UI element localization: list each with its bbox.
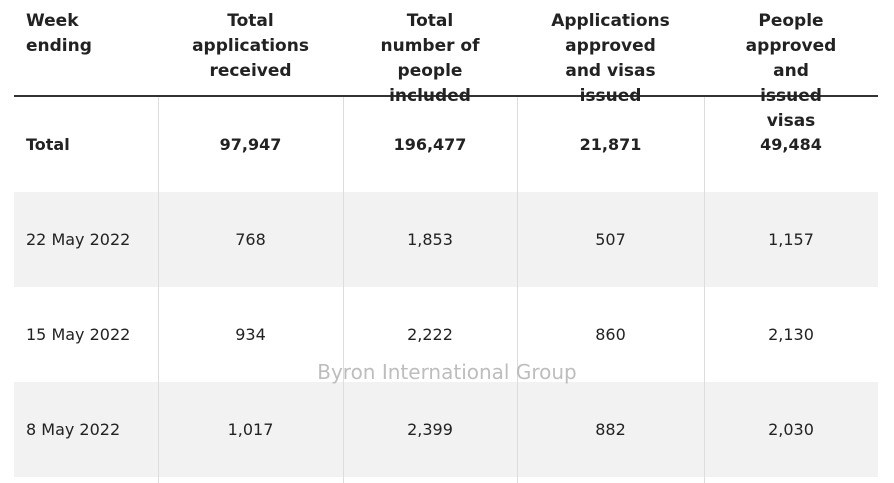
table-cell: 97,947 [219,135,282,154]
watermark: Byron International Group [317,360,577,384]
table-cell: 8 May 2022 [26,420,121,439]
column-divider [158,97,159,483]
table-cell: 2,030 [768,420,814,439]
column-divider [704,97,705,483]
column-divider [517,97,518,483]
table-cell: 49,484 [760,135,822,154]
column-divider [343,97,344,483]
table-cell: Total [26,135,70,154]
table-cell: 15 May 2022 [26,325,131,344]
table-cell: 196,477 [393,135,467,154]
table-cell: 2,222 [407,325,453,344]
table-cell: 2,399 [407,420,453,439]
table-cell: 1,157 [768,230,814,249]
table-cell: 882 [595,420,626,439]
column-header: People approved and issued visas [745,11,837,131]
header-rule [14,95,878,97]
column-header: Applications approved and visas issued [551,11,670,106]
table-cell: 507 [595,230,626,249]
table-cell: 768 [235,230,266,249]
column-header: Week ending [26,11,92,56]
table-cell: 21,871 [579,135,642,154]
column-header: Total number of people included [380,11,480,106]
table-cell: 22 May 2022 [26,230,131,249]
column-header: Total applications received [192,11,309,81]
table-cell: 1,017 [227,420,274,439]
table-cell: 1,853 [407,230,453,249]
table-cell: 860 [595,325,626,344]
table-cell: 934 [235,325,266,344]
table-cell: 2,130 [768,325,814,344]
